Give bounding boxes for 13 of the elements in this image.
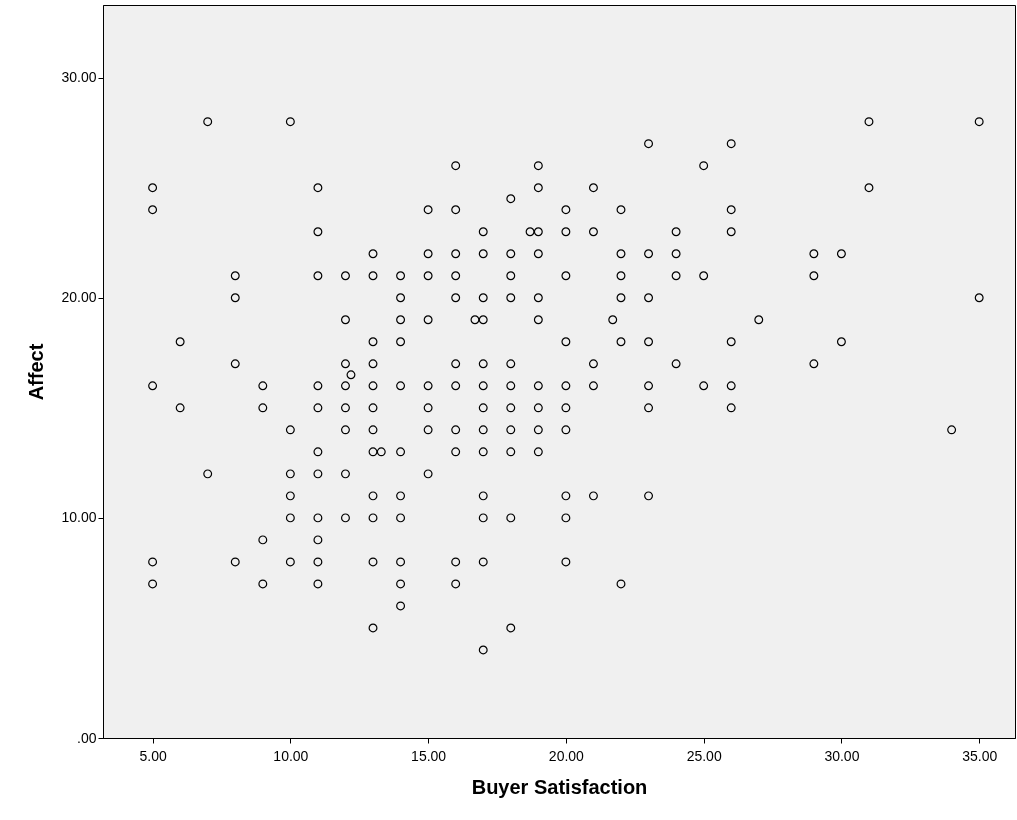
x-tick-label: 10.00 (273, 747, 309, 764)
y-tick-label: .00 (77, 729, 97, 746)
x-tick-label: 35.00 (962, 747, 998, 764)
x-tick-label: 5.00 (139, 747, 167, 764)
x-axis-title: Buyer Satisfaction (471, 775, 648, 798)
x-tick-label: 30.00 (824, 747, 860, 764)
x-tick-label: 20.00 (548, 747, 585, 764)
x-tick-label: 25.00 (686, 747, 722, 764)
x-tick-label: 15.00 (411, 747, 447, 764)
y-tick-label: 30.00 (61, 69, 97, 86)
y-tick-label: 10.00 (61, 509, 97, 526)
y-tick-label: 20.00 (61, 289, 97, 306)
y-axis-title: Affect (25, 343, 48, 401)
